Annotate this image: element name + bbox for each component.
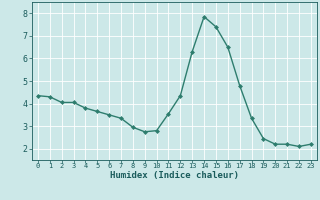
- X-axis label: Humidex (Indice chaleur): Humidex (Indice chaleur): [110, 171, 239, 180]
